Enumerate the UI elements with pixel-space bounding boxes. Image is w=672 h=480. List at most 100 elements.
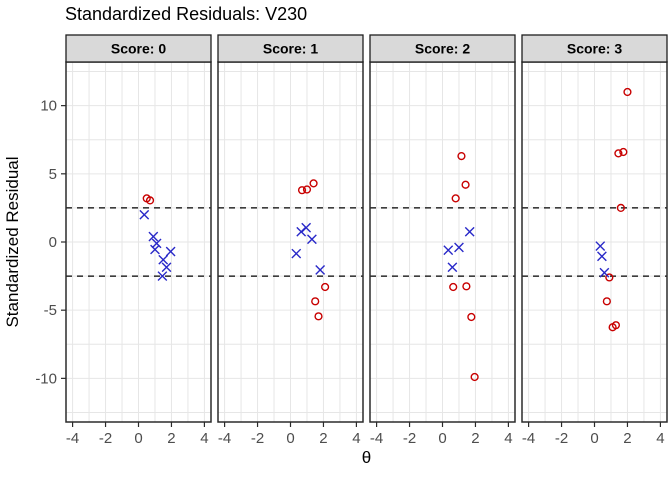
panel-header [217, 34, 364, 63]
panel-header [65, 34, 212, 63]
panel-header [369, 34, 516, 63]
data-point-circle [623, 87, 632, 97]
x-tick-label: -2 [99, 430, 112, 447]
cross-stroke [464, 226, 475, 237]
x-tick-label: 4 [504, 430, 512, 447]
data-point-circle [145, 196, 155, 205]
data-point-cross [454, 242, 464, 253]
data-point-circle [321, 282, 330, 292]
data-point-cross [139, 209, 150, 220]
cross-stroke [307, 234, 317, 245]
data-point-cross [157, 271, 168, 281]
x-tick-label: 0 [134, 430, 142, 447]
data-point-cross [464, 226, 475, 237]
data-point-cross [291, 248, 302, 259]
panel-score--1: Score: 1 -4 -2 0 2 4 [217, 34, 364, 447]
x-tick-label: -2 [403, 430, 416, 447]
x-tick-label: 0 [590, 430, 598, 447]
data-point-circle [605, 273, 614, 282]
data-point-circle [311, 297, 320, 306]
cross-stroke [315, 265, 326, 275]
data-point-cross [307, 234, 317, 245]
y-tick-label: -10 [35, 370, 57, 387]
cross-stroke [139, 209, 150, 220]
cross-stroke [301, 222, 312, 233]
panel-header-label: Score: 0 [111, 41, 166, 57]
y-tick-label: 0 [49, 234, 57, 251]
data-point-circle [619, 147, 628, 157]
x-tick-label: 4 [656, 430, 664, 447]
cross-stroke [597, 251, 607, 262]
cross-stroke [595, 241, 606, 251]
y-tick-label: 10 [40, 98, 57, 115]
cross-stroke [443, 245, 454, 256]
panel-header-label: Score: 1 [263, 41, 318, 57]
data-point-cross [301, 222, 312, 233]
data-point-cross [599, 267, 610, 278]
data-point-circle [302, 185, 312, 194]
panel-header-label: Score: 2 [415, 41, 470, 57]
x-tick-label: 4 [200, 430, 208, 447]
y-tick-label: 5 [49, 166, 57, 183]
cross-stroke [454, 242, 464, 253]
data-point-circle [309, 179, 318, 188]
data-point-circle [457, 151, 466, 161]
x-tick-label: 2 [471, 430, 479, 447]
x-tick-label: -2 [251, 430, 264, 447]
data-point-cross [151, 238, 162, 249]
data-point-circle [451, 194, 460, 203]
cross-stroke [150, 244, 160, 255]
cross-stroke [599, 267, 610, 278]
data-point-circle [611, 321, 621, 330]
data-point-circle [616, 203, 625, 213]
x-tick-label: -4 [66, 430, 79, 447]
data-point-cross [595, 241, 606, 251]
data-point-circle [461, 180, 470, 189]
data-point-circle [449, 282, 458, 292]
data-point-cross [597, 251, 607, 262]
data-point-cross [158, 254, 169, 265]
data-point-circle [467, 312, 476, 322]
x-tick-label: -4 [522, 430, 535, 447]
cross-stroke [151, 238, 162, 249]
cross-stroke [447, 262, 458, 273]
data-point-circle [462, 282, 471, 291]
x-tick-label: 2 [319, 430, 327, 447]
data-point-cross [148, 231, 159, 242]
panel-score--0: Score: 0 -4 -2 0 2 4 [65, 34, 212, 447]
y-tick-label: -5 [44, 302, 57, 319]
panel-score--3: Score: 3 -4 -2 0 2 4 [521, 34, 668, 447]
cross-stroke [161, 262, 172, 273]
x-tick-label: 0 [438, 430, 446, 447]
data-point-circle [297, 186, 307, 195]
x-tick-label: -4 [370, 430, 383, 447]
cross-stroke [291, 248, 302, 259]
data-point-circle [614, 149, 623, 158]
data-point-cross [150, 244, 160, 255]
panel-header-label: Score: 3 [567, 41, 622, 57]
x-tick-label: -4 [218, 430, 231, 447]
data-point-cross [447, 262, 458, 273]
chart-title: Standardized Residuals: V230 [65, 4, 308, 24]
data-point-circle [470, 372, 479, 382]
cross-stroke [165, 246, 176, 257]
data-point-circle [602, 297, 611, 306]
x-tick-label: 2 [623, 430, 631, 447]
data-point-circle [314, 312, 323, 321]
panel-header [521, 34, 668, 63]
data-point-cross [165, 246, 176, 257]
panel-score--2: Score: 2 -4 -2 0 2 4 [369, 34, 516, 447]
data-point-cross [315, 265, 326, 275]
x-tick-label: 2 [167, 430, 175, 447]
x-tick-label: 0 [286, 430, 294, 447]
data-point-cross [161, 262, 172, 273]
cross-stroke [157, 271, 168, 281]
x-tick-label: -2 [555, 430, 568, 447]
data-point-cross [443, 245, 454, 256]
cross-stroke [148, 231, 159, 242]
x-axis-title: θ [361, 448, 372, 467]
cross-stroke [158, 254, 169, 265]
x-tick-label: 4 [352, 430, 360, 447]
